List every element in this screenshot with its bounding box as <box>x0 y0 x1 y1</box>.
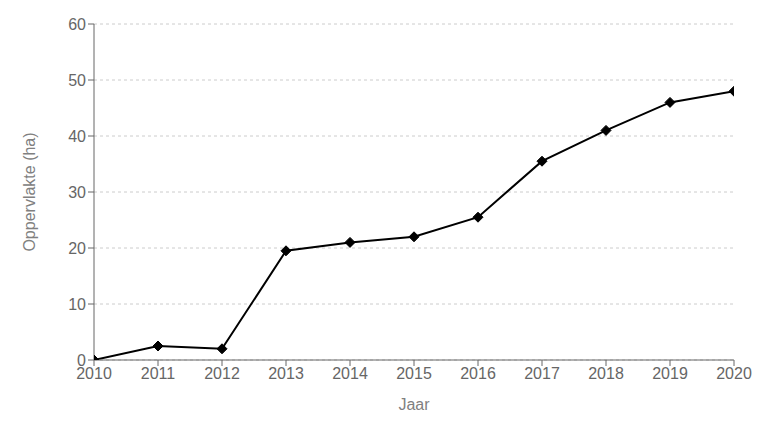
svg-text:0: 0 <box>77 352 86 369</box>
svg-text:2017: 2017 <box>524 365 560 382</box>
svg-text:Jaar: Jaar <box>398 396 430 413</box>
svg-text:2011: 2011 <box>141 365 176 382</box>
svg-text:2015: 2015 <box>396 365 432 382</box>
svg-text:2018: 2018 <box>588 365 624 382</box>
svg-text:40: 40 <box>68 128 86 145</box>
svg-text:2016: 2016 <box>460 365 496 382</box>
svg-text:2020: 2020 <box>716 365 752 382</box>
svg-text:20: 20 <box>68 240 86 257</box>
svg-text:2013: 2013 <box>268 365 304 382</box>
svg-text:60: 60 <box>68 16 86 33</box>
svg-text:10: 10 <box>68 296 86 313</box>
svg-text:2012: 2012 <box>204 365 240 382</box>
svg-text:30: 30 <box>68 184 86 201</box>
svg-text:2014: 2014 <box>332 365 368 382</box>
svg-text:Oppervlakte (ha): Oppervlakte (ha) <box>21 132 38 251</box>
svg-text:50: 50 <box>68 72 86 89</box>
svg-text:2019: 2019 <box>652 365 688 382</box>
svg-text:2010: 2010 <box>76 365 112 383</box>
